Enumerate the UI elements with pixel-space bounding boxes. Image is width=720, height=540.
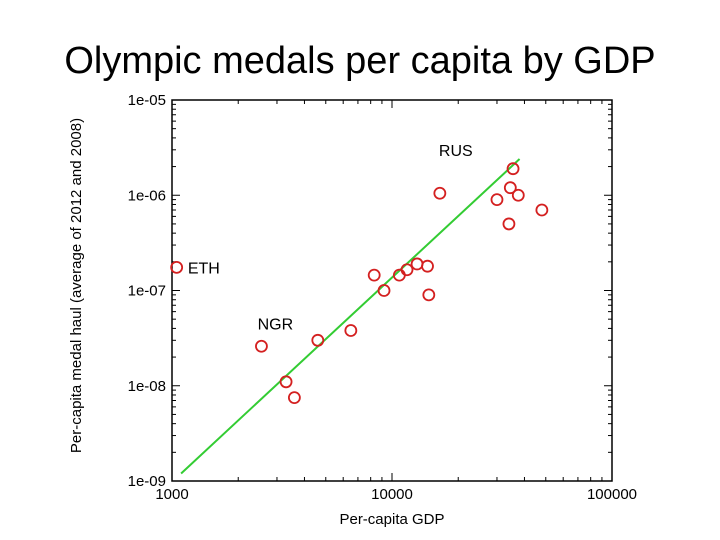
y-axis-label: Per-capita medal haul (average of 2012 a… — [68, 118, 85, 453]
data-point — [344, 324, 358, 337]
x-tick-label: 10000 — [371, 486, 413, 503]
y-tick-label: 1e-08 — [128, 378, 166, 395]
data-point — [170, 260, 184, 274]
y-tick-label: 1e-06 — [128, 187, 166, 204]
data-point — [535, 203, 549, 217]
data-point — [377, 284, 391, 297]
x-tick-label: 1000 — [155, 486, 188, 503]
point-annotation: RUS — [439, 143, 473, 160]
ticks-layer: 1000 10000 100000 1e-05 1e-06 1e-07 1e-08 1e-09 — [128, 92, 637, 503]
data-point — [287, 391, 301, 405]
data-point — [367, 268, 381, 282]
data-point — [511, 188, 525, 202]
data-point — [279, 375, 293, 389]
x-axis-label: Per-capita GDP — [339, 511, 444, 528]
point-annotation: NGR — [258, 317, 294, 334]
y-tick-label: 1e-07 — [128, 283, 166, 300]
data-point — [421, 259, 434, 273]
y-tick-label: 1e-05 — [128, 92, 166, 109]
data-point — [490, 193, 504, 207]
data-point — [502, 217, 516, 231]
y-tick-label: 1e-09 — [128, 473, 166, 490]
data-point — [506, 162, 520, 176]
data-point — [255, 339, 268, 353]
x-tick-label: 100000 — [587, 486, 637, 503]
slide-title: Olympic medals per capita by GDP — [64, 40, 656, 82]
data-point — [433, 186, 447, 200]
data-point — [503, 181, 517, 195]
plot-frame — [171, 99, 613, 482]
data-point — [311, 333, 325, 347]
data-point — [422, 288, 436, 302]
annotations-layer: RUS ETH NGR — [188, 143, 473, 334]
data-point — [400, 263, 414, 277]
data-point — [410, 257, 424, 271]
point-annotation: ETH — [188, 260, 220, 277]
points-layer — [170, 162, 549, 405]
trend-line — [180, 158, 521, 475]
